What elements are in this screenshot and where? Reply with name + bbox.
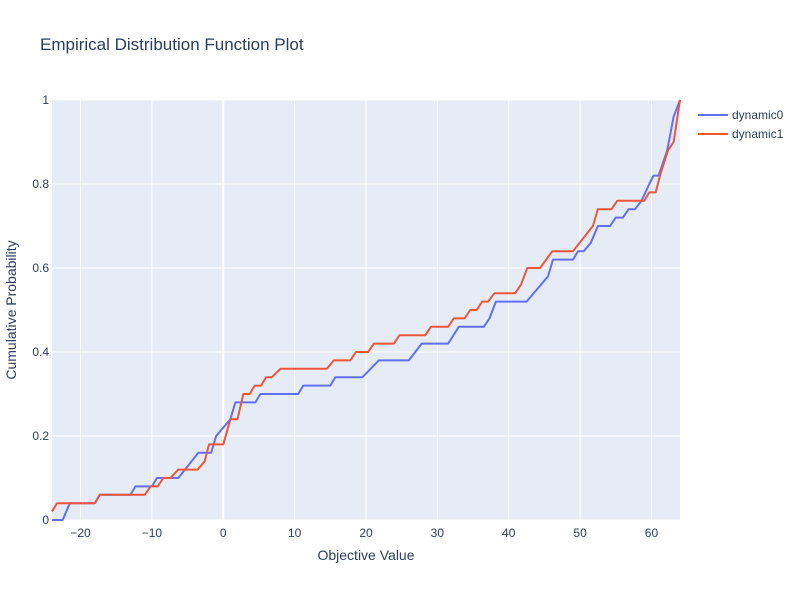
x-axis-title: Objective Value bbox=[317, 547, 414, 563]
x-tick-label: 40 bbox=[502, 526, 516, 540]
y-tick-label: 0.4 bbox=[32, 345, 49, 359]
series-line-dynamic1 bbox=[51, 99, 681, 513]
series-line-dynamic0 bbox=[52, 99, 681, 521]
x-tick-label: −20 bbox=[70, 526, 91, 540]
legend-label: dynamic0 bbox=[732, 108, 784, 122]
chart-title: Empirical Distribution Function Plot bbox=[40, 35, 304, 54]
series-layer bbox=[51, 99, 681, 521]
legend[interactable]: dynamic0 dynamic1 bbox=[698, 108, 784, 141]
x-tick-label: 50 bbox=[573, 526, 587, 540]
y-tick-label: 1 bbox=[42, 93, 49, 107]
legend-item-dynamic0[interactable]: dynamic0 bbox=[698, 108, 784, 122]
x-tick-label: 60 bbox=[645, 526, 659, 540]
x-tick-label: −10 bbox=[142, 526, 163, 540]
x-tick-label: 10 bbox=[288, 526, 302, 540]
y-tick-label: 0 bbox=[42, 513, 49, 527]
y-tick-label: 0.6 bbox=[32, 261, 49, 275]
y-tick-labels: 0 0.2 0.4 0.6 0.8 1 bbox=[32, 93, 49, 527]
x-tick-label: 30 bbox=[431, 526, 445, 540]
x-tick-label: 0 bbox=[220, 526, 227, 540]
x-tick-labels: −20 −10 0 10 20 30 40 50 60 bbox=[70, 526, 658, 540]
legend-item-dynamic1[interactable]: dynamic1 bbox=[698, 127, 784, 141]
y-grid bbox=[52, 99, 680, 521]
x-grid bbox=[80, 100, 652, 520]
y-tick-label: 0.8 bbox=[32, 177, 49, 191]
legend-label: dynamic1 bbox=[732, 127, 784, 141]
y-axis-title: Cumulative Probability bbox=[3, 240, 19, 379]
y-tick-label: 0.2 bbox=[32, 429, 49, 443]
x-tick-label: 20 bbox=[359, 526, 373, 540]
